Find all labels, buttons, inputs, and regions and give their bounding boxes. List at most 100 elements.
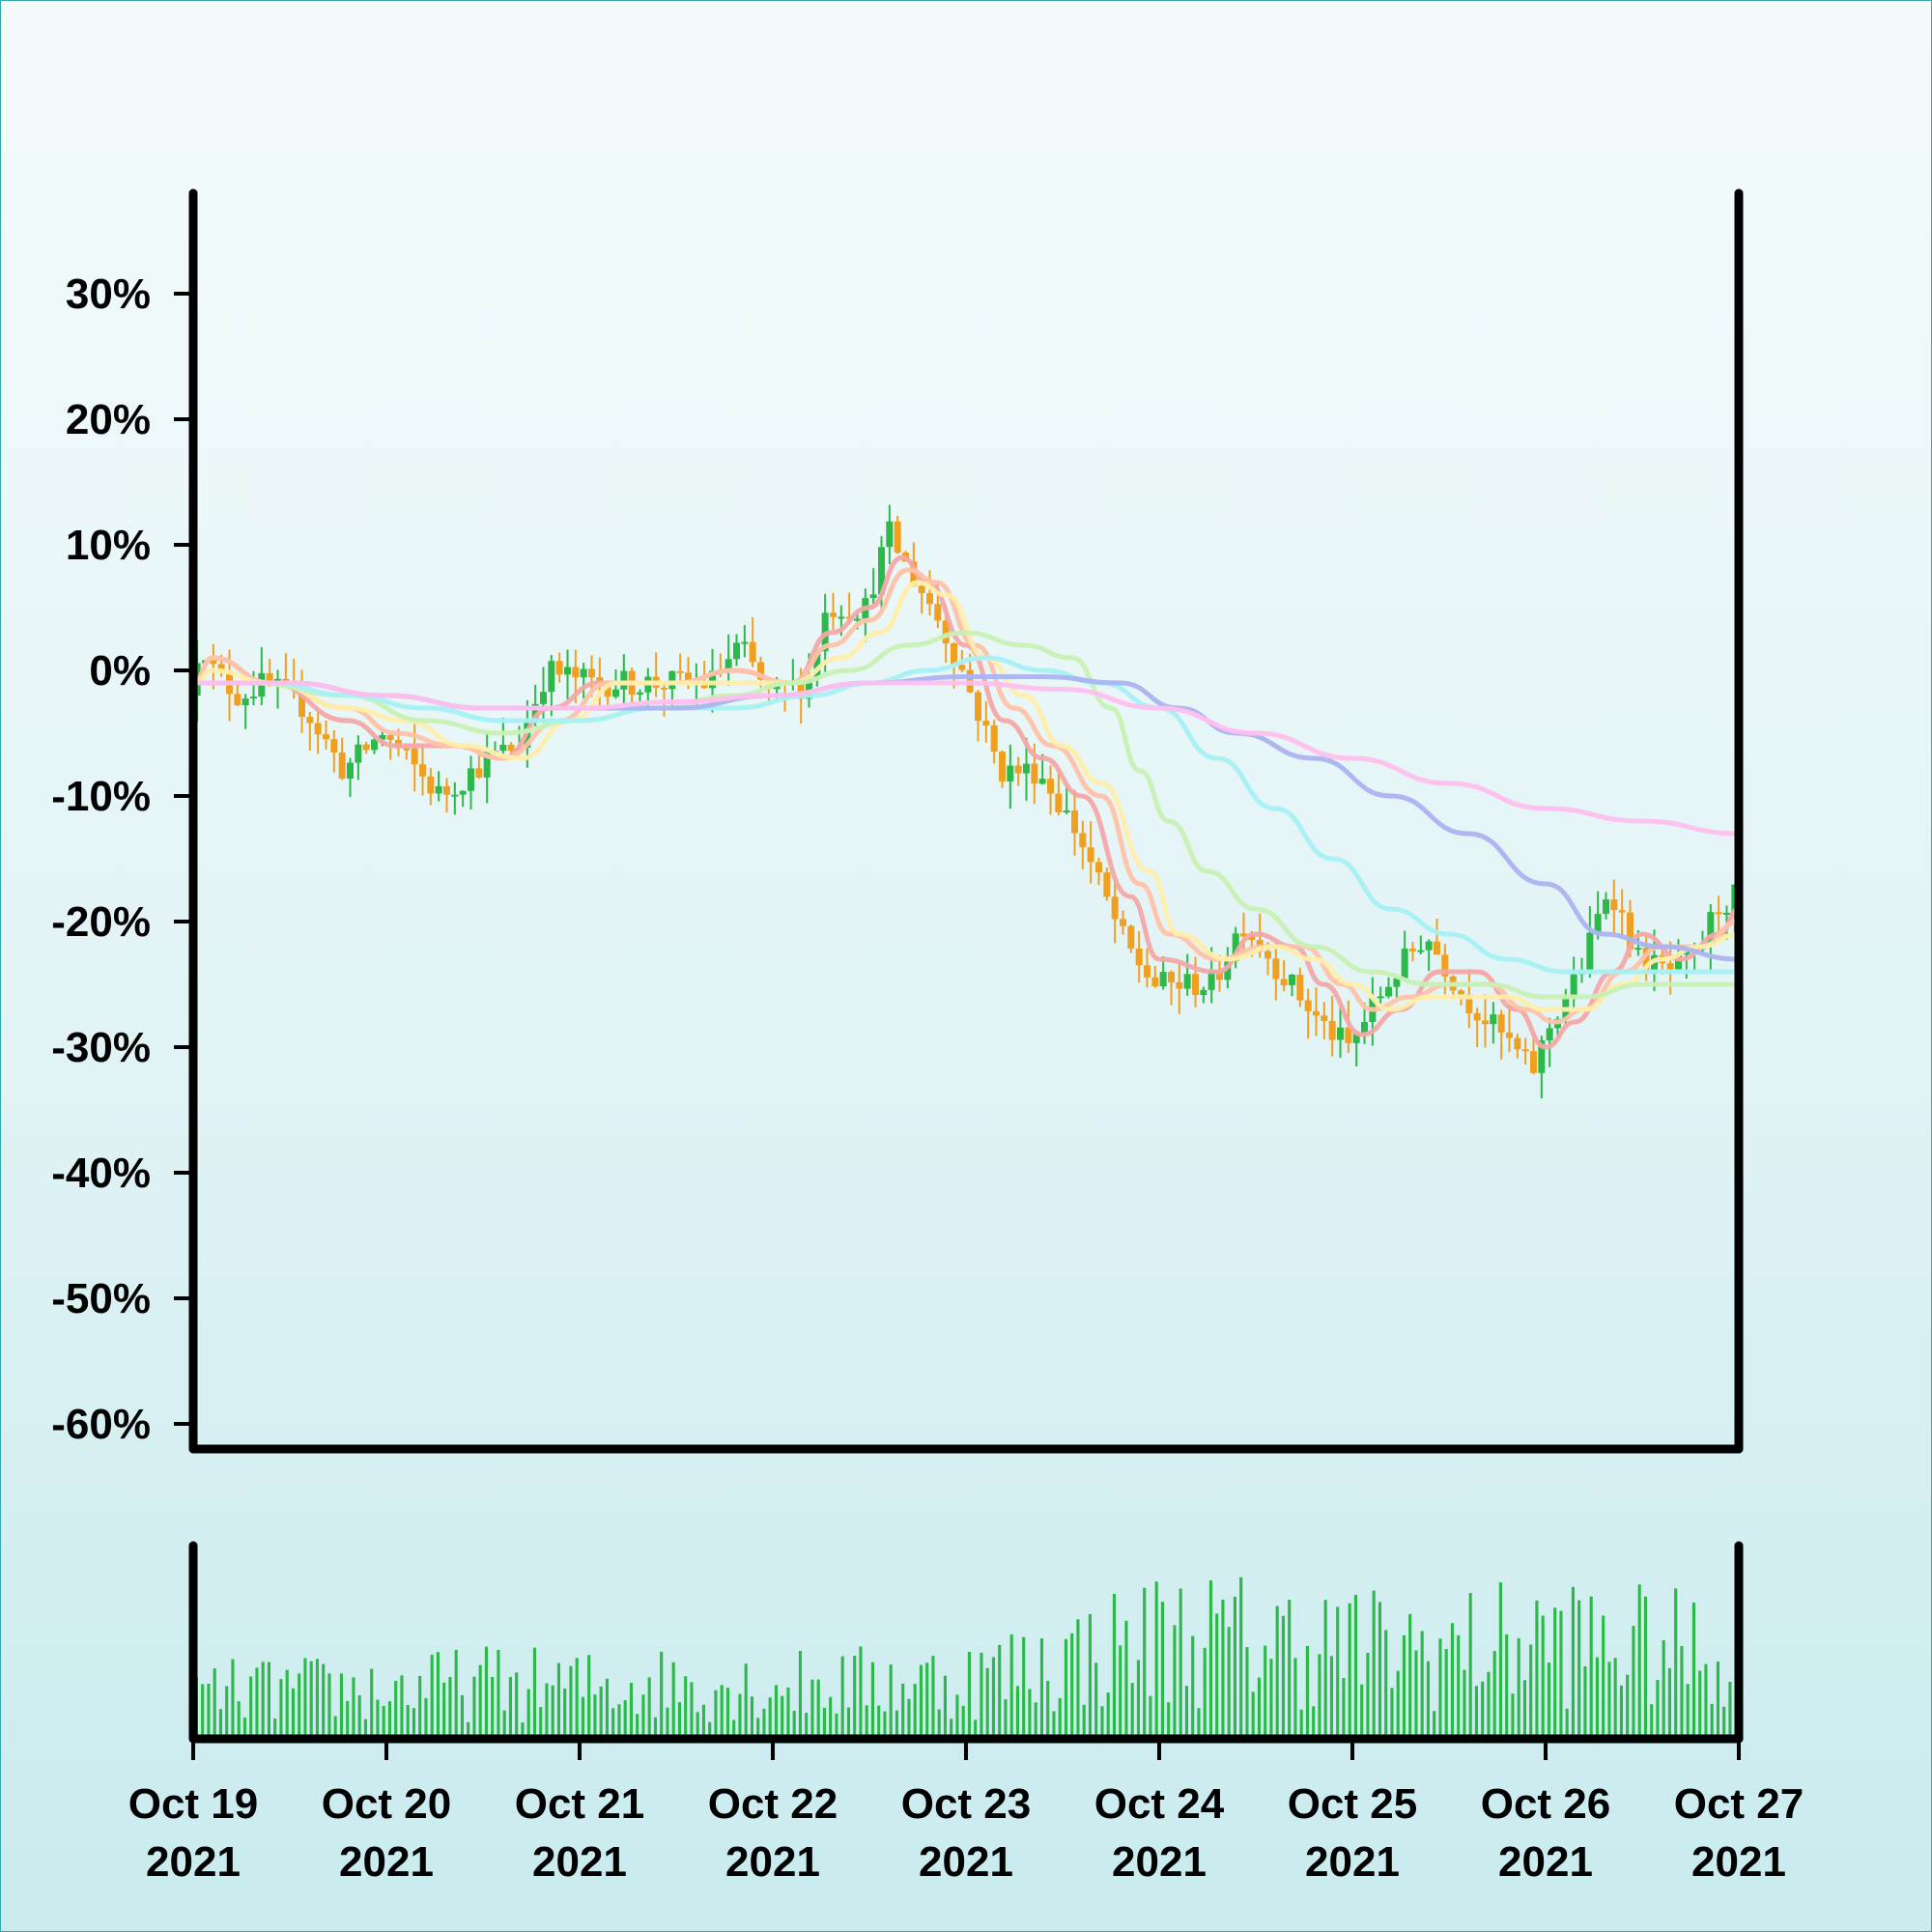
volume-bar	[822, 1707, 826, 1739]
candle-body	[910, 561, 918, 586]
volume-bar	[545, 1683, 549, 1739]
x-tick-label-date: Oct 25	[1288, 1780, 1418, 1828]
volume-bar	[478, 1664, 482, 1739]
candle-body	[1425, 941, 1433, 951]
candle-body	[1497, 1014, 1505, 1033]
volume-bar	[998, 1644, 1002, 1739]
candle-body	[1666, 963, 1674, 970]
candle-body	[926, 593, 933, 605]
volume-bar	[1004, 1699, 1008, 1739]
volume-bar	[1589, 1596, 1593, 1739]
candle-body	[676, 670, 684, 673]
volume-bar	[1221, 1599, 1225, 1739]
volume-bar	[526, 1689, 530, 1739]
volume-bar	[298, 1673, 301, 1739]
volume-bar	[1058, 1697, 1062, 1739]
volume-bar	[394, 1681, 398, 1739]
candle-body	[1031, 763, 1038, 784]
volume-bar	[1305, 1645, 1309, 1739]
volume-bar	[1208, 1579, 1212, 1739]
volume-bar	[563, 1688, 567, 1739]
candle-body	[323, 734, 329, 740]
volume-bar	[1257, 1677, 1261, 1739]
moving-average-line-3	[190, 580, 1742, 1012]
x-tick-label-date: Oct 23	[901, 1780, 1032, 1828]
volume-bar	[448, 1677, 452, 1739]
candle-body	[1361, 1022, 1368, 1034]
volume-bar	[1288, 1600, 1292, 1739]
volume-bar	[1529, 1644, 1533, 1739]
volume-bar	[1481, 1681, 1485, 1739]
volume-bar	[605, 1678, 609, 1739]
candle-body	[555, 661, 563, 675]
candle-body	[330, 739, 338, 753]
volume-bar	[442, 1682, 446, 1739]
volume-bar	[950, 1719, 953, 1739]
volume-bar	[201, 1684, 205, 1739]
volume-bar	[327, 1673, 331, 1739]
volume-bar	[1402, 1634, 1406, 1739]
volume-bar	[467, 1721, 470, 1739]
volume-bar	[430, 1654, 434, 1739]
volume-bar	[231, 1659, 235, 1739]
volume-bar	[508, 1676, 512, 1739]
volume-bar	[974, 1719, 978, 1739]
volume-bar	[599, 1686, 603, 1739]
volume-bar	[714, 1690, 718, 1739]
candle-body	[1192, 974, 1199, 995]
candle-body	[1023, 763, 1030, 774]
volume-bar	[472, 1676, 476, 1739]
candle-body	[1530, 1051, 1537, 1073]
volume-bar	[961, 1705, 965, 1739]
candle-body	[1087, 847, 1094, 863]
x-tick-label-year: 2021	[1305, 1838, 1400, 1886]
volume-bar	[732, 1719, 736, 1739]
x-tick-label-year: 2021	[919, 1838, 1013, 1886]
candle-body	[1038, 779, 1046, 784]
volume-bar	[840, 1656, 844, 1739]
volume-bar	[575, 1658, 579, 1739]
candle-body	[1111, 896, 1119, 920]
candle-body	[1240, 933, 1247, 937]
candle-body	[1248, 936, 1256, 941]
volume-bar	[1046, 1680, 1050, 1739]
volume-bar	[955, 1694, 959, 1739]
volume-bar	[242, 1718, 246, 1739]
price-panel: 30% 20% 10% 0% -10% -20% -30% -40% -50% -60%	[51, 188, 1744, 1454]
candle-body	[1337, 1027, 1344, 1040]
volume-bar	[1450, 1623, 1454, 1739]
volume-bar	[1143, 1587, 1147, 1739]
volume-bar	[521, 1722, 525, 1739]
candle-body	[709, 670, 716, 689]
volume-bar	[400, 1675, 404, 1739]
candle-body	[347, 762, 354, 779]
candle-body	[1159, 972, 1167, 987]
volume-bar	[1082, 1704, 1086, 1739]
volume-bar	[370, 1668, 374, 1739]
moving-average-line-4	[190, 630, 1742, 1000]
volume-bar	[1136, 1660, 1140, 1739]
volume-bar	[285, 1669, 289, 1739]
x-tick-label-year: 2021	[1498, 1838, 1593, 1886]
volume-bar	[1275, 1605, 1279, 1739]
candle-body	[1707, 912, 1715, 946]
volume-bar	[515, 1672, 519, 1739]
candle-body	[548, 661, 555, 693]
candle-body	[210, 660, 217, 665]
volume-bar	[1632, 1626, 1635, 1739]
candle-body	[1723, 912, 1730, 915]
volume-bar	[382, 1705, 385, 1739]
candle-body	[1071, 810, 1078, 834]
volume-bar	[636, 1714, 639, 1739]
candle-body	[1441, 954, 1449, 977]
y-tick-label: -30%	[51, 1024, 151, 1071]
moving-average-line-1	[190, 554, 1742, 1050]
candle-body	[1683, 952, 1690, 955]
candle-body	[990, 724, 998, 753]
candle-body	[1482, 1020, 1489, 1025]
candle-body	[1586, 932, 1594, 973]
moving-average-line-2	[190, 567, 1742, 1025]
candle-body	[362, 744, 370, 751]
candle-body	[1434, 941, 1440, 955]
volume-bar	[1626, 1674, 1630, 1739]
